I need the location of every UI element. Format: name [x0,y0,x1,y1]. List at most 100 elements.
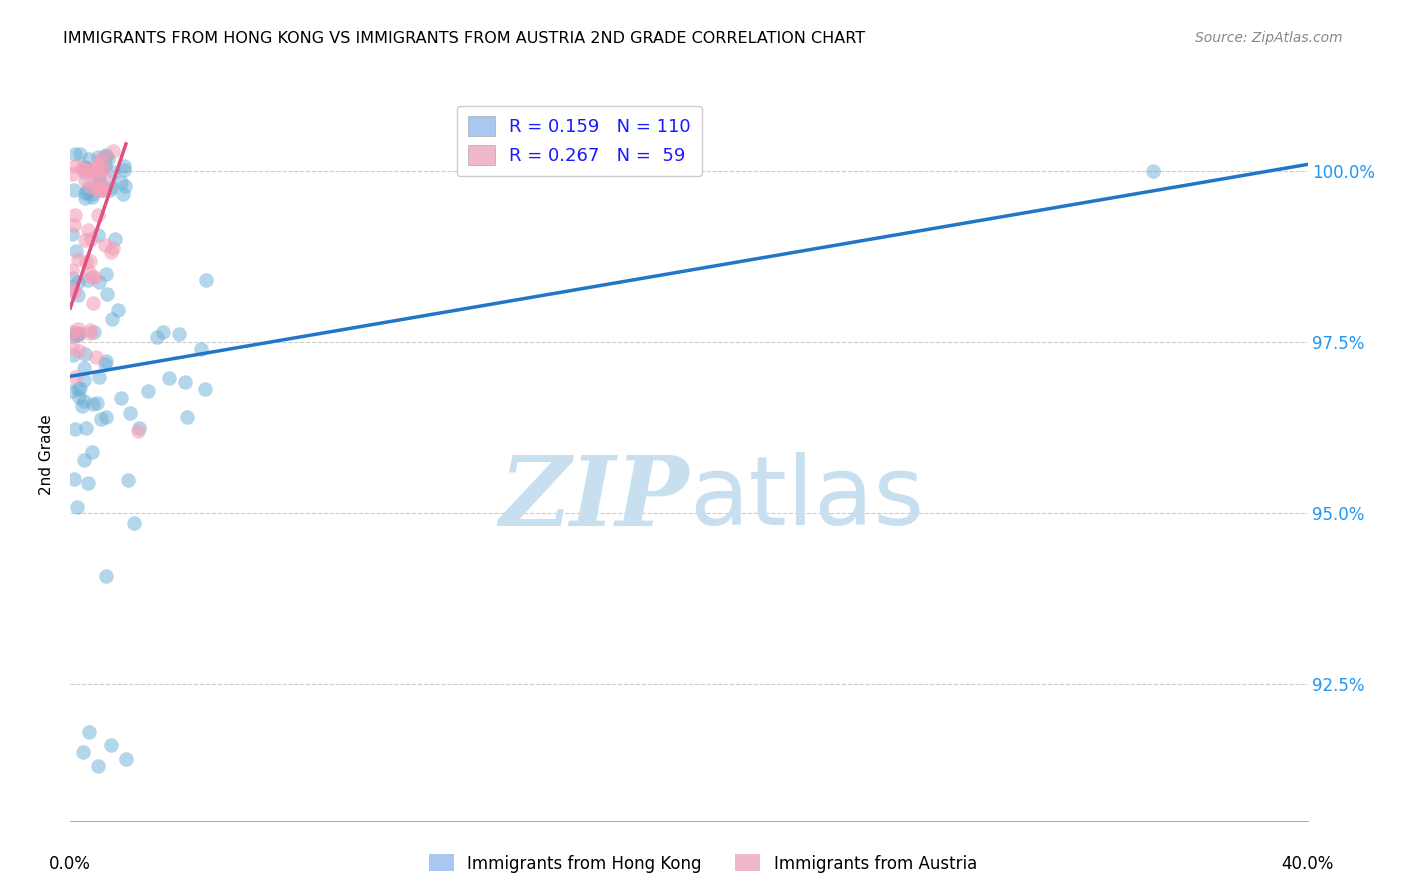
Point [72,453,94,467]
Point [62,218,84,232]
Point [101,241,124,255]
Point [90,161,112,176]
Point [100,180,122,194]
Point [100,739,122,753]
Point [66,288,89,302]
Point [101,311,124,326]
Point [90,412,112,426]
Point [60,340,83,354]
Text: 0.0%: 0.0% [49,855,91,873]
Point [89,181,111,195]
Point [75,421,97,435]
Point [84,176,107,190]
Point [79,326,101,340]
Point [79,323,101,337]
Point [94,238,117,252]
Point [62,285,84,299]
Point [122,516,145,530]
Point [63,183,86,197]
Point [73,361,96,376]
Point [63,146,86,161]
Point [80,189,103,203]
Point [174,375,197,389]
Point [86,162,108,177]
Point [87,228,110,243]
Point [76,161,98,175]
Point [128,421,150,435]
Point [104,232,127,246]
Point [75,191,97,205]
Point [67,382,90,396]
Point [94,357,117,371]
Text: ZIP: ZIP [499,452,689,546]
Point [73,373,96,387]
Point [194,382,217,396]
Point [79,232,101,246]
Point [94,148,117,162]
Point [60,282,83,296]
Point [66,500,89,514]
Point [112,159,135,173]
Point [73,166,96,180]
Point [67,275,90,289]
Point [94,159,117,173]
Point [87,167,110,181]
Point [82,397,104,411]
Point [73,163,96,178]
Point [73,160,96,174]
Point [65,422,87,436]
Point [60,384,83,398]
Point [80,187,103,202]
Point [100,245,122,260]
Point [114,163,136,178]
Point [65,208,87,222]
Point [87,759,110,773]
Point [60,271,83,285]
Point [79,253,101,268]
Point [73,186,96,201]
Point [93,169,115,184]
Point [94,148,117,162]
Point [60,167,83,181]
Point [115,752,138,766]
Point [87,275,110,289]
Point [72,161,94,175]
Point [90,183,112,197]
Legend: Immigrants from Hong Kong, Immigrants from Austria: Immigrants from Hong Kong, Immigrants fr… [422,847,984,880]
Point [83,270,105,285]
Point [194,273,217,287]
Point [73,173,96,187]
Legend: R = 0.159   N = 110, R = 0.267   N =  59: R = 0.159 N = 110, R = 0.267 N = 59 [457,105,702,176]
Point [77,476,100,491]
Point [110,175,132,189]
Point [94,409,117,424]
Point [107,303,129,318]
Point [152,325,174,339]
Point [75,162,97,177]
Point [89,176,111,190]
Point [83,325,105,339]
Point [136,384,159,398]
Point [79,163,101,178]
Point [87,369,110,384]
Point [86,159,108,173]
Text: atlas: atlas [689,452,924,545]
Point [66,252,89,266]
Point [82,445,104,459]
Point [63,326,86,341]
Point [73,394,96,409]
Point [69,381,91,395]
Point [91,161,114,175]
Point [98,183,121,197]
Point [73,347,96,361]
Point [79,152,101,166]
Point [110,391,132,405]
Point [63,159,86,173]
Point [60,280,83,294]
Point [76,223,98,237]
Point [94,268,117,282]
Point [79,265,101,279]
Point [86,166,108,180]
Point [90,184,112,198]
Point [63,370,86,384]
